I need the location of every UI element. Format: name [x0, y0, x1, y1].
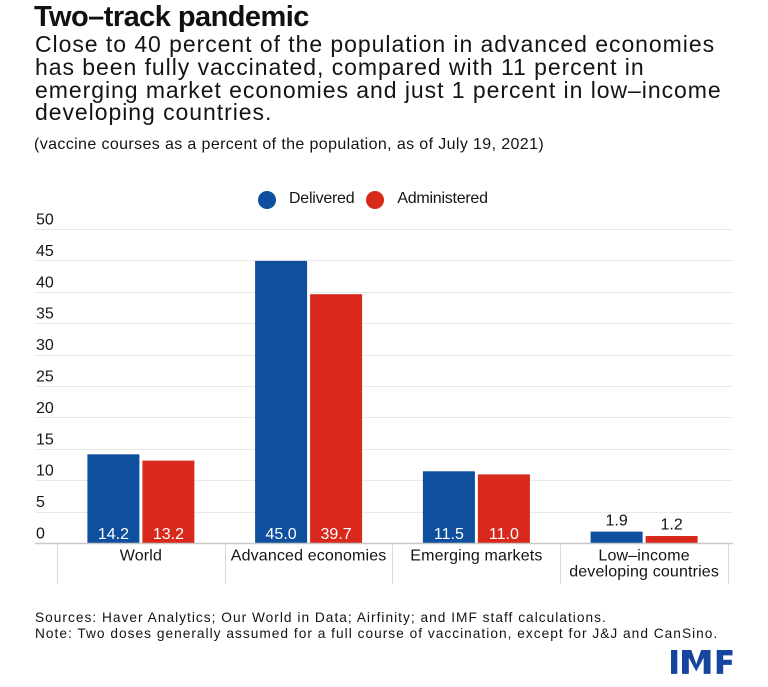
svg-text:13.2: 13.2 — [153, 526, 184, 543]
svg-text:39.7: 39.7 — [321, 526, 352, 543]
svg-text:35: 35 — [36, 306, 54, 323]
svg-text:45.0: 45.0 — [266, 526, 297, 543]
svg-text:11.0: 11.0 — [489, 526, 519, 543]
svg-text:50: 50 — [36, 212, 54, 229]
svg-text:Advanced economies: Advanced economies — [231, 548, 387, 565]
svg-text:45: 45 — [36, 243, 54, 260]
svg-text:developing countries: developing countries — [569, 564, 719, 581]
svg-text:Low–income: Low–income — [598, 548, 689, 565]
svg-text:11.5: 11.5 — [434, 526, 464, 543]
svg-text:20: 20 — [36, 400, 54, 417]
svg-text:40: 40 — [36, 274, 54, 291]
svg-text:15: 15 — [36, 431, 54, 448]
svg-text:25: 25 — [36, 369, 54, 386]
svg-text:1.9: 1.9 — [605, 513, 627, 530]
svg-text:10: 10 — [36, 463, 54, 480]
svg-text:1.2: 1.2 — [660, 517, 682, 534]
svg-text:World: World — [120, 548, 162, 565]
svg-text:5: 5 — [36, 494, 45, 511]
svg-text:14.2: 14.2 — [98, 526, 129, 543]
svg-text:30: 30 — [36, 337, 54, 354]
svg-text:Emerging markets: Emerging markets — [410, 548, 542, 565]
svg-text:0: 0 — [36, 526, 45, 543]
